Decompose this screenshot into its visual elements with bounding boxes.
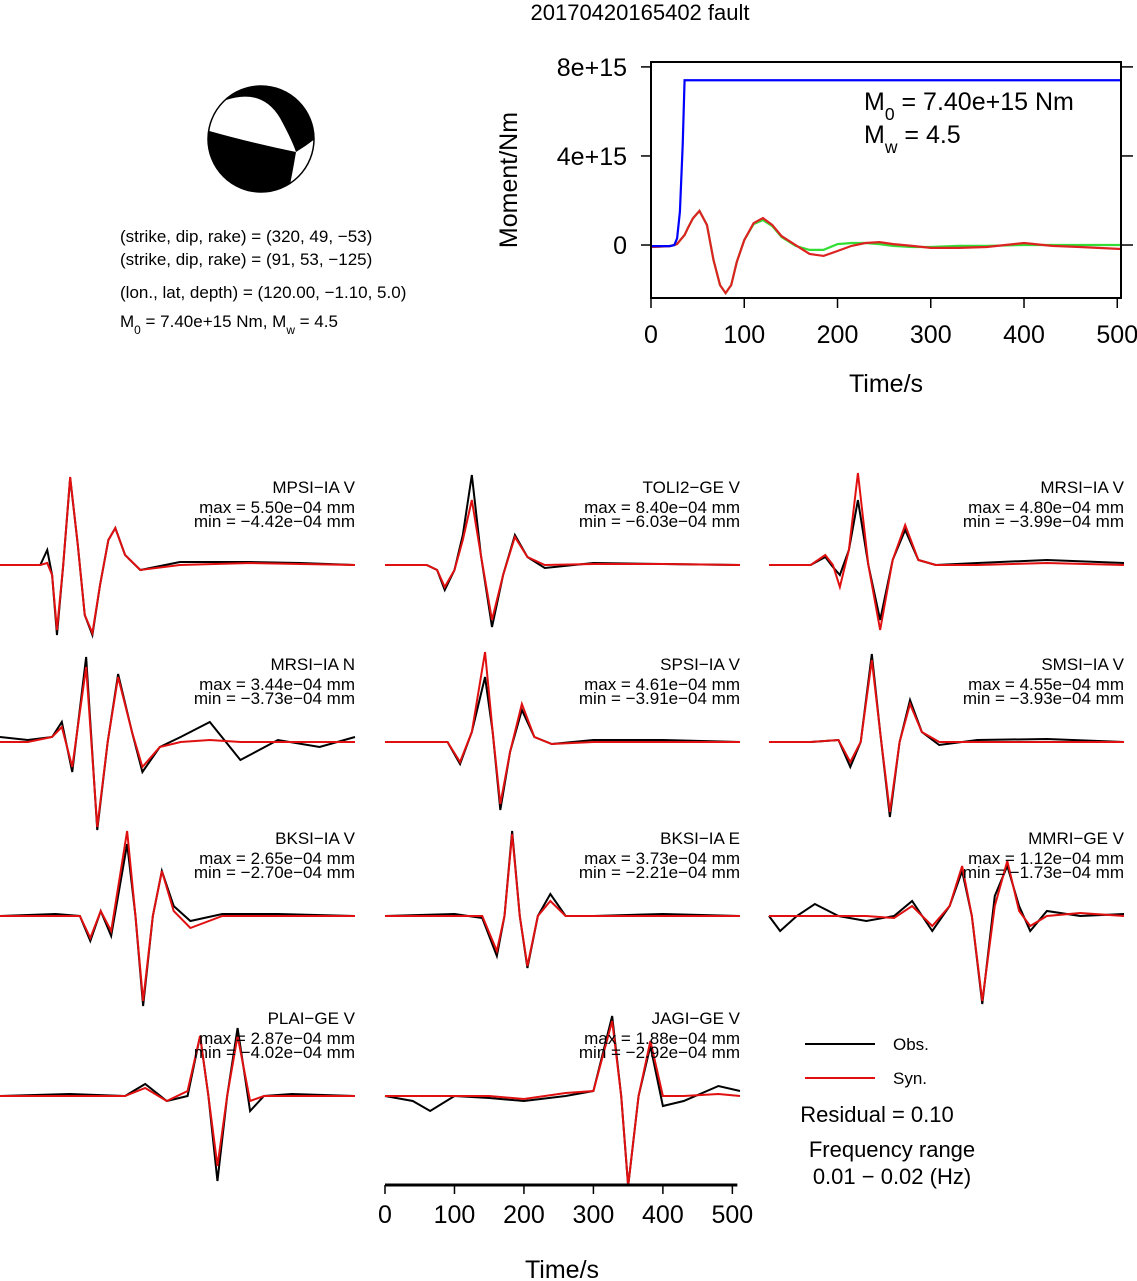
x-tick-label: 500: [711, 1201, 753, 1229]
x-tick-label: 100: [434, 1201, 476, 1229]
station-label: SPSI−IA V: [660, 655, 741, 674]
subscript-text: M0 = 7.40e+15 Nm: [864, 88, 1074, 124]
max-label: max = 5.50e−04 mm: [199, 498, 355, 517]
station-label: MMRI−GE V: [1028, 829, 1125, 848]
text-part: w: [884, 137, 898, 157]
observed-trace: [384, 1015, 741, 1187]
station-label: PLAI−GE V: [268, 1009, 356, 1028]
x-tick-label: 200: [503, 1201, 545, 1229]
text-part: = 4.5: [295, 312, 338, 331]
station-label: BKSI−IA V: [275, 829, 356, 848]
x-tick-label: 500: [1096, 321, 1137, 349]
synthetic-trace: [769, 472, 1125, 631]
min-label: min = −4.02e−04 mm: [194, 1043, 355, 1062]
text-part: 0: [885, 104, 895, 124]
y-tick-label: 4e+15: [557, 143, 627, 171]
min-label: min = −3.91e−04 mm: [579, 689, 740, 708]
max-label: max = 4.55e−04 mm: [968, 675, 1124, 694]
min-label: min = −3.93e−04 mm: [963, 689, 1124, 708]
min-label: min = −1.73e−04 mm: [963, 863, 1124, 882]
beachball-quadrant: [226, 86, 314, 152]
max-label: max = 1.88e−04 mm: [584, 1029, 740, 1048]
station-label: MPSI−IA V: [272, 478, 355, 497]
max-label: max = 8.40e−04 mm: [584, 498, 740, 517]
text-part: = 4.5: [897, 121, 960, 149]
legend-label: Syn.: [893, 1069, 927, 1088]
station-label: BKSI−IA E: [660, 829, 740, 848]
min-label: min = −6.03e−04 mm: [579, 512, 740, 531]
station-label: MRSI−IA V: [1040, 478, 1124, 497]
text-part: M: [864, 88, 885, 116]
subscript-text: M0 = 7.40e+15 Nm, Mw = 4.5: [120, 312, 338, 337]
max-label: max = 2.65e−04 mm: [199, 849, 355, 868]
text-part: M: [120, 312, 134, 331]
station-label: TOLI2−GE V: [643, 478, 741, 497]
station-label: JAGI−GE V: [652, 1009, 741, 1028]
max-label: max = 1.12e−04 mm: [968, 849, 1124, 868]
subscript-text: Mw = 4.5: [864, 121, 961, 157]
max-label: max = 3.44e−04 mm: [199, 675, 355, 694]
residual: Residual = 0.10: [800, 1102, 954, 1127]
min-label: min = −4.42e−04 mm: [194, 512, 355, 531]
legend-label: Obs.: [893, 1035, 929, 1054]
beachball-quadrant: [208, 130, 296, 192]
x-tick-label: 400: [1003, 321, 1045, 349]
plot-frame: [650, 61, 1122, 299]
text-part: = 7.40e+15 Nm, M: [141, 312, 287, 331]
frequency-title: Frequency range: [809, 1137, 975, 1162]
x-tick-label: 300: [910, 321, 952, 349]
max-label: max = 4.80e−04 mm: [968, 498, 1124, 517]
x-tick-label: 0: [644, 321, 658, 349]
x-axis-label: Time/s: [849, 370, 923, 398]
synthetic-trace: [385, 499, 741, 621]
min-label: min = −3.99e−04 mm: [963, 512, 1124, 531]
x-axis-label: Time/s: [525, 1256, 599, 1281]
x-tick-label: 200: [817, 321, 859, 349]
synthetic-trace: [0, 666, 355, 828]
text-part: M: [864, 121, 885, 149]
x-tick-label: 400: [642, 1201, 684, 1229]
y-tick-label: 8e+15: [557, 54, 627, 82]
text-part: = 7.40e+15 Nm: [895, 88, 1074, 116]
synthetic-trace: [0, 1035, 355, 1167]
y-tick-label: 0: [613, 232, 627, 260]
max-label: max = 3.73e−04 mm: [584, 849, 740, 868]
text-part: 0: [134, 323, 141, 337]
x-tick-label: 300: [573, 1201, 615, 1229]
synthetic-trace: [0, 830, 355, 1002]
synthetic-trace: [769, 659, 1124, 813]
station-label: MRSI−IA N: [270, 655, 355, 674]
mechanism-line: (strike, dip, rake) = (91, 53, −125): [120, 250, 372, 269]
station-label: SMSI−IA V: [1041, 655, 1124, 674]
synthetic-trace: [385, 1020, 741, 1187]
moment-line: [651, 79, 1121, 248]
x-tick-label: 100: [723, 321, 765, 349]
x-tick-label: 0: [378, 1201, 392, 1229]
moment-line: [650, 209, 1121, 296]
frequency-range: 0.01 − 0.02 (Hz): [813, 1164, 971, 1189]
beachball: [207, 85, 315, 193]
figure-title: 20170420165402 fault: [531, 0, 750, 25]
min-label: min = −2.92e−04 mm: [579, 1043, 740, 1062]
observed-trace: [768, 863, 1125, 1005]
min-label: min = −2.21e−04 mm: [579, 863, 740, 882]
synthetic-trace: [769, 860, 1125, 1002]
max-label: max = 2.87e−04 mm: [199, 1029, 355, 1048]
moment-line: [650, 209, 1122, 296]
y-axis-label: Moment/Nm: [495, 112, 523, 248]
text-part: w: [285, 323, 295, 337]
mechanism-line: (strike, dip, rake) = (320, 49, −53): [120, 227, 372, 246]
max-label: max = 4.61e−04 mm: [584, 675, 740, 694]
mechanism-line: (lon., lat, depth) = (120.00, −1.10, 5.0…: [120, 283, 406, 302]
min-label: min = −3.73e−04 mm: [194, 689, 355, 708]
synthetic-trace: [385, 651, 740, 805]
synthetic-trace: [385, 833, 740, 967]
min-label: min = −2.70e−04 mm: [194, 863, 355, 882]
synthetic-trace: [0, 476, 356, 637]
